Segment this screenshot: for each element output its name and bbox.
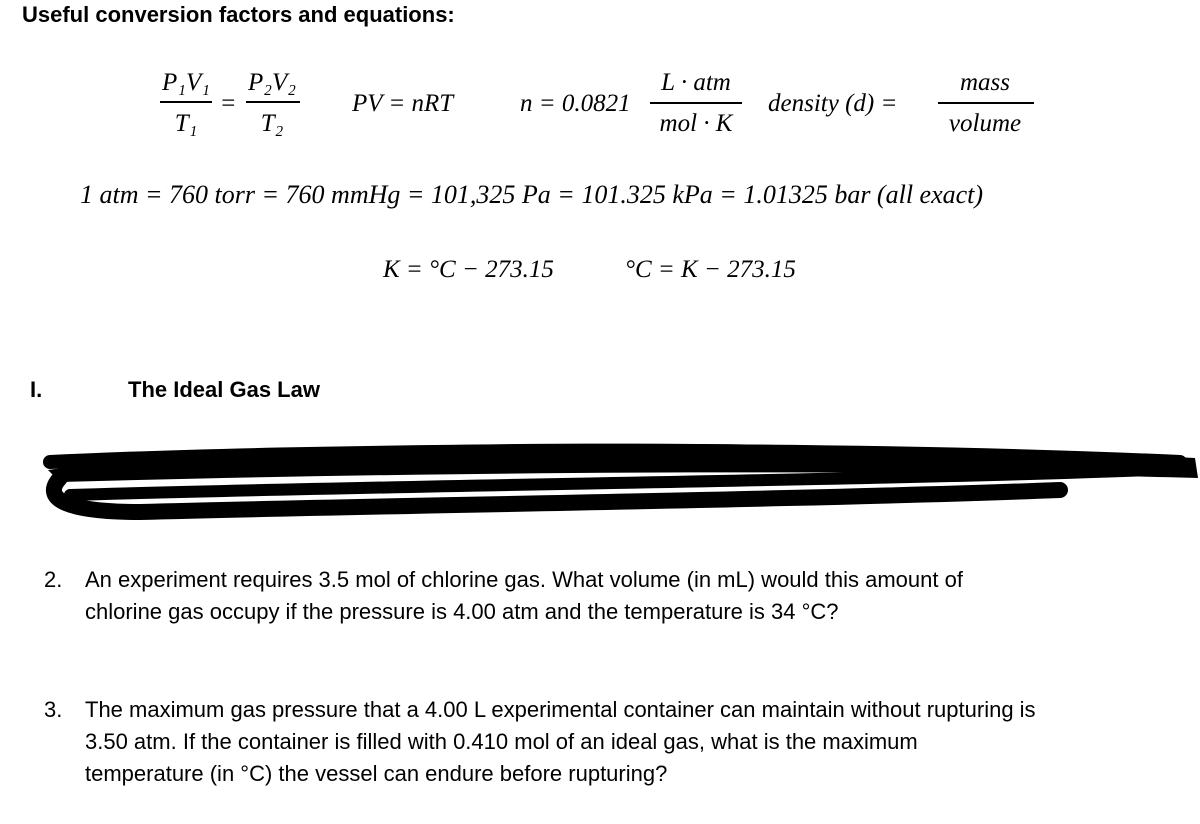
numerator: mass: [959, 69, 1011, 96]
heading: Useful conversion factors and equations:: [22, 2, 455, 27]
denominator: volume: [948, 110, 1022, 137]
question-text: The maximum gas pressure that a 4.00 L e…: [85, 697, 1036, 722]
equation-prefix: density (d) =: [768, 90, 898, 117]
question-text: An experiment requires 3.5 mol of chlori…: [85, 567, 963, 592]
numerator: L · atm: [661, 69, 731, 96]
question-text: 3.50 atm. If the container is filled wit…: [85, 729, 918, 754]
pressure-equivalence: 1 atm = 760 torr = 760 mmHg = 101,325 Pa…: [80, 180, 984, 209]
question-number: 2.: [44, 567, 63, 592]
denominator: T₂: [260, 110, 284, 137]
fraction-bar: [246, 101, 300, 103]
section-title: The Ideal Gas Law: [128, 377, 320, 402]
equals: =: [219, 90, 237, 117]
fraction-bar: [938, 102, 1034, 104]
denominator: T₁: [174, 110, 198, 137]
section-numeral: I.: [30, 377, 43, 402]
numerator: P₁V₁: [162, 69, 210, 96]
numerator: P₂V₂: [248, 69, 296, 96]
denominator: mol · K: [659, 110, 733, 137]
question-text: temperature (in °C) the vessel can endur…: [85, 761, 668, 786]
equation-prefix: n = 0.0821: [520, 90, 631, 117]
question-number: 3.: [44, 697, 63, 722]
equation: PV = nRT: [352, 90, 454, 117]
temperature-equation: K = °C − 273.15: [383, 256, 554, 283]
temperature-equation: °C = K − 273.15: [625, 256, 796, 283]
fraction-bar: [650, 102, 742, 104]
fraction-bar: [160, 101, 212, 103]
question-text: chlorine gas occupy if the pressure is 4…: [85, 599, 839, 624]
